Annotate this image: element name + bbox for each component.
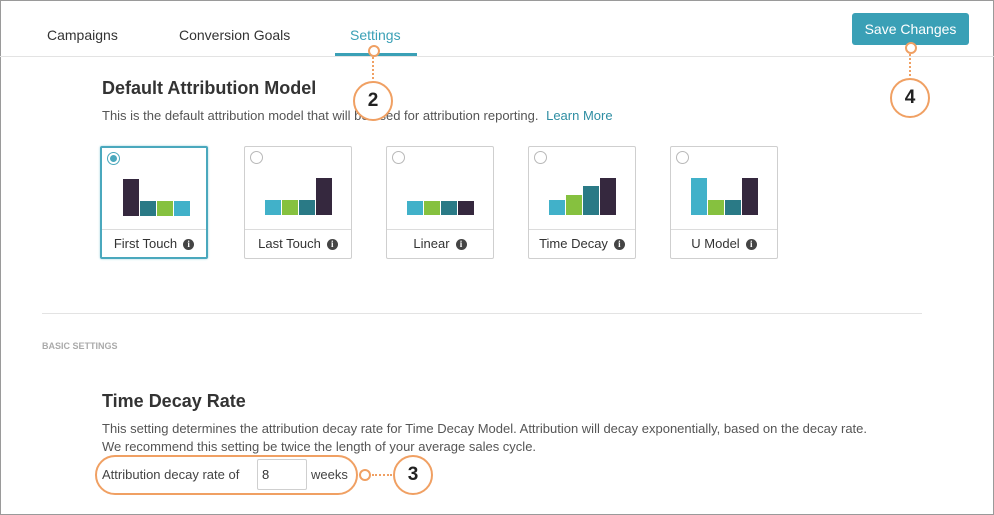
model-label: U Model i — [671, 229, 777, 251]
save-changes-button[interactable]: Save Changes — [852, 13, 969, 45]
radio-u-model[interactable] — [676, 151, 689, 164]
info-icon[interactable]: i — [613, 239, 625, 250]
model-card-first-touch[interactable]: First Touch i — [100, 146, 208, 259]
chart-bar — [549, 200, 565, 215]
chart-bar — [600, 178, 616, 215]
chart-bar — [123, 179, 139, 216]
chart-bar — [174, 201, 190, 216]
callout-badge-3: 3 — [393, 455, 433, 495]
section-divider — [42, 313, 922, 314]
chart-bar — [725, 200, 741, 215]
info-icon[interactable]: i — [326, 239, 338, 250]
chart-bar — [140, 201, 156, 216]
info-icon[interactable]: i — [455, 239, 467, 250]
chart-bar — [691, 178, 707, 215]
chart-bar — [441, 201, 457, 215]
time-decay-title: Time Decay Rate — [102, 391, 246, 411]
tab-bar: Campaigns Conversion Goals Settings — [0, 0, 994, 57]
chart-bar — [265, 200, 281, 215]
radio-linear[interactable] — [392, 151, 405, 164]
decay-rate-label: Attribution decay rate of — [102, 467, 240, 482]
callout-anchor-dot — [359, 469, 371, 481]
callout-anchor-dot — [368, 45, 380, 57]
decay-rate-input[interactable] — [257, 459, 307, 490]
attribution-description: This is the default attribution model th… — [102, 108, 613, 123]
chart-bar — [424, 201, 440, 215]
attribution-title: Default Attribution Model — [102, 78, 317, 98]
chart-bar — [407, 201, 423, 215]
model-card-last-touch[interactable]: Last Touch i — [244, 146, 352, 259]
info-icon[interactable]: i — [745, 239, 757, 250]
tab-conversion-goals[interactable]: Conversion Goals — [179, 27, 291, 43]
callout-connector — [909, 54, 911, 76]
chart-bar — [566, 195, 582, 215]
chart-bar — [742, 178, 758, 215]
model-label: Linear i — [387, 229, 493, 251]
time-decay-description: This setting determines the attribution … — [102, 420, 867, 456]
model-card-u-model[interactable]: U Model i — [670, 146, 778, 259]
callout-connector — [372, 474, 392, 476]
chart-bar — [157, 201, 173, 216]
chart-bar — [316, 178, 332, 215]
radio-first-touch[interactable] — [107, 152, 120, 165]
time-decay-description-line1: This setting determines the attribution … — [102, 421, 868, 436]
chart-bar — [583, 186, 599, 215]
tab-campaigns[interactable]: Campaigns — [47, 27, 118, 43]
chart-bar — [458, 201, 474, 215]
decay-field-highlight — [95, 455, 358, 495]
callout-connector — [372, 57, 374, 79]
attribution-description-text: This is the default attribution model th… — [102, 108, 539, 123]
learn-more-link[interactable]: Learn More — [546, 108, 613, 123]
model-label: Last Touch i — [245, 229, 351, 251]
tab-settings[interactable]: Settings — [350, 27, 401, 43]
basic-settings-label: BASIC SETTINGS — [42, 341, 118, 351]
callout-anchor-dot — [905, 42, 917, 54]
callout-badge-4: 4 — [890, 78, 930, 118]
callout-badge-2: 2 — [353, 81, 393, 121]
info-icon[interactable]: i — [183, 239, 195, 250]
chart-bar — [282, 200, 298, 215]
model-card-time-decay[interactable]: Time Decay i — [528, 146, 636, 259]
radio-last-touch[interactable] — [250, 151, 263, 164]
time-decay-description-line2: We recommend this setting be twice the l… — [102, 439, 537, 454]
model-label: First Touch i — [102, 229, 206, 251]
model-card-linear[interactable]: Linear i — [386, 146, 494, 259]
model-label: Time Decay i — [529, 229, 635, 251]
radio-time-decay[interactable] — [534, 151, 547, 164]
chart-bar — [708, 200, 724, 215]
chart-bar — [299, 200, 315, 215]
